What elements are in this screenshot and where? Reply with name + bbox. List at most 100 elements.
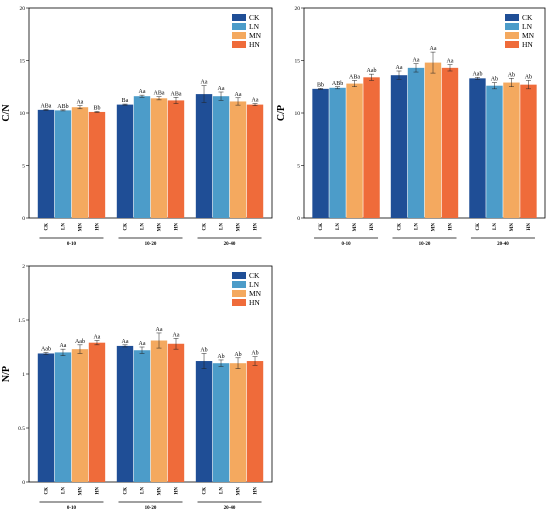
- significance-label: Ab: [491, 77, 498, 83]
- bar-20-40-CK: [195, 361, 213, 482]
- category-tick-label: HN: [254, 223, 259, 231]
- legend-label-LN: LN: [249, 22, 260, 31]
- legend-swatch-HN: [505, 41, 519, 48]
- y-tick-label: 10: [20, 111, 26, 117]
- category-tick-label: CK: [319, 223, 324, 231]
- category-tick-label: LN: [141, 223, 146, 230]
- legend-label-CK: CK: [249, 271, 260, 280]
- group-label: 0-10: [67, 242, 77, 247]
- significance-label: Aa: [122, 339, 129, 345]
- significance-label: ABa: [154, 91, 165, 97]
- legend-label-CK: CK: [249, 13, 260, 22]
- legend-label-HN: HN: [249, 40, 260, 49]
- category-tick-label: MN: [237, 487, 242, 496]
- legend-label-HN: HN: [249, 298, 260, 307]
- significance-label: Aa: [93, 335, 100, 341]
- significance-label: Aa: [173, 332, 180, 338]
- category-tick-label: MN: [158, 223, 163, 232]
- significance-label: Aab: [75, 339, 85, 345]
- legend-swatch-MN: [232, 32, 246, 39]
- y-tick-label: 5: [297, 164, 300, 170]
- category-tick-label: MN: [237, 223, 242, 232]
- y-tick-label: 5: [22, 164, 25, 170]
- legend-label-HN: HN: [522, 40, 533, 49]
- bar-0-10-HN: [363, 77, 380, 218]
- significance-label: Ab: [508, 72, 515, 78]
- significance-label: Aa: [447, 59, 454, 65]
- group-label: 0-10: [341, 242, 351, 247]
- bar-0-10-CK: [37, 353, 55, 482]
- bar-10-20-HN: [441, 67, 459, 218]
- bar-20-40-HN: [246, 361, 264, 482]
- category-tick-label: LN: [61, 487, 66, 494]
- significance-label: Bb: [317, 82, 324, 88]
- significance-label: Ab: [217, 354, 224, 360]
- chart-panel-1: 0 5 10 15 20 C/N ABa CK ABb LN Aa MN Bb HN 0-10 Ba CK Aa L…: [1, 6, 273, 247]
- significance-label: Bb: [93, 105, 100, 111]
- legend-swatch-LN: [232, 23, 246, 30]
- y-tick-label: 2: [22, 264, 25, 270]
- significance-label: Aa: [201, 80, 208, 86]
- legend-swatch-HN: [232, 41, 246, 48]
- bar-10-20-MN: [150, 340, 168, 482]
- bar-20-40-LN: [486, 85, 503, 218]
- significance-label: Aab: [472, 71, 482, 77]
- significance-label: Aa: [235, 92, 242, 98]
- significance-label: Ab: [234, 352, 241, 358]
- y-tick-label: 20: [295, 6, 301, 12]
- y-tick-label: 15: [20, 59, 26, 65]
- group-label: 0-10: [67, 506, 77, 511]
- y-axis-label: C/N: [1, 104, 12, 122]
- category-tick-label: HN: [254, 487, 259, 495]
- group-label: 10-20: [145, 242, 157, 247]
- significance-label: ABb: [57, 104, 68, 110]
- category-tick-label: MN: [353, 223, 358, 232]
- y-tick-label: 0.5: [18, 426, 25, 432]
- bar-10-20-HN: [167, 343, 185, 482]
- y-tick-label: 15: [295, 59, 301, 65]
- y-tick-label: 20: [20, 6, 26, 12]
- significance-label: Aa: [218, 86, 225, 92]
- significance-label: Aa: [76, 100, 83, 106]
- bar-10-20-MN: [424, 62, 442, 218]
- significance-label: Aa: [59, 343, 66, 349]
- bar-0-10-MN: [346, 83, 363, 218]
- category-tick-label: LN: [141, 487, 146, 494]
- y-tick-label: 0: [297, 216, 300, 222]
- significance-label: Ab: [525, 74, 532, 80]
- bar-10-20-LN: [407, 67, 425, 218]
- bar-10-20-HN: [167, 100, 185, 218]
- bar-0-10-HN: [88, 342, 106, 482]
- group-label: 20-40: [497, 242, 509, 247]
- category-tick-label: LN: [220, 223, 225, 230]
- legend-label-LN: LN: [249, 280, 260, 289]
- group-label: 20-40: [224, 506, 236, 511]
- bar-10-20-LN: [133, 96, 151, 218]
- bar-0-10-LN: [54, 352, 72, 482]
- significance-label: Aa: [139, 341, 146, 347]
- category-tick-label: MN: [78, 223, 83, 232]
- y-axis-label: N/P: [1, 366, 12, 382]
- category-tick-label: CK: [203, 487, 208, 495]
- significance-label: Aa: [396, 65, 403, 71]
- significance-label: Aa: [430, 46, 437, 52]
- bar-10-20-LN: [133, 350, 151, 482]
- significance-label: Aa: [413, 58, 420, 64]
- bar-0-10-MN: [71, 107, 89, 218]
- category-tick-label: CK: [203, 223, 208, 231]
- category-tick-label: HN: [527, 223, 532, 231]
- legend-swatch-LN: [232, 281, 246, 288]
- bar-0-10-LN: [54, 110, 72, 218]
- chart-panel-2: 0 5 10 15 20 C/P Bb CK ABb LN ABa MN Aab HN 0-10 Aa CK Aa…: [276, 6, 546, 247]
- significance-label: Aab: [41, 346, 51, 352]
- significance-label: ABa: [349, 74, 360, 80]
- category-tick-label: LN: [220, 487, 225, 494]
- category-tick-label: MN: [432, 223, 437, 232]
- bar-0-10-LN: [329, 87, 346, 218]
- significance-label: Aa: [252, 98, 259, 104]
- y-tick-label: 10: [295, 111, 301, 117]
- significance-label: Aa: [156, 327, 163, 333]
- category-tick-label: MN: [510, 223, 515, 232]
